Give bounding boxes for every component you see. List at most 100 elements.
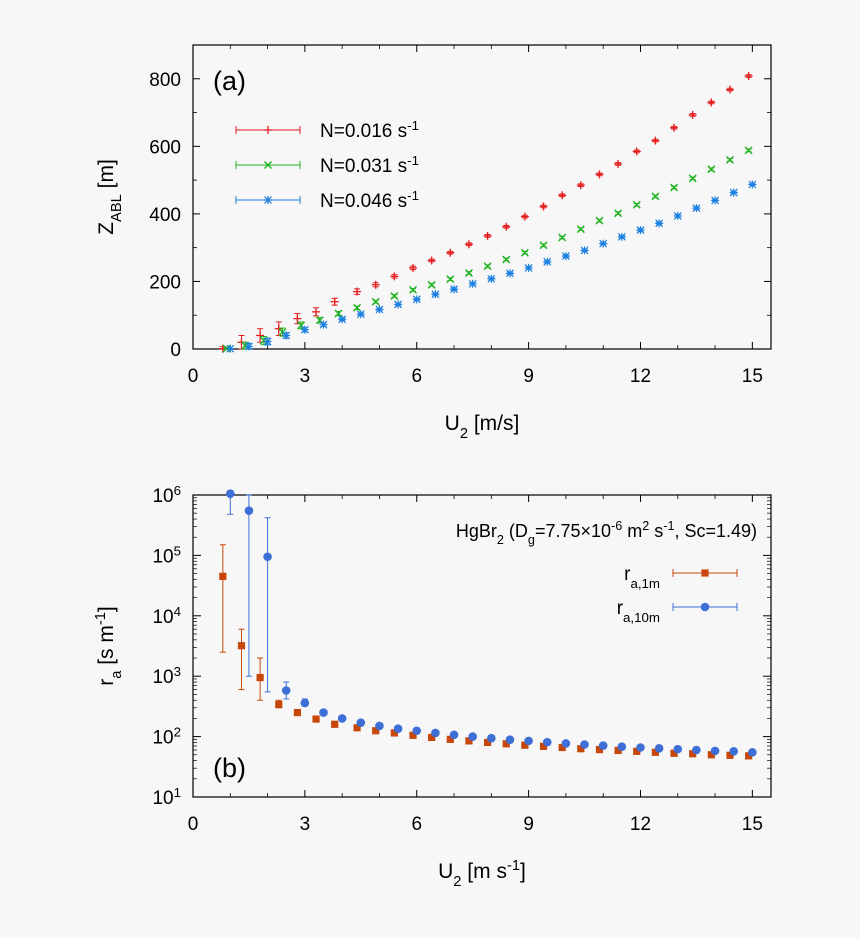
series-2	[226, 180, 757, 353]
data-point-cross	[539, 241, 548, 250]
x-axis-title-main: U	[438, 860, 453, 883]
data-point-star	[338, 315, 347, 324]
x-tick-label: 15	[742, 366, 763, 387]
y-tick-label: 800	[149, 70, 181, 91]
data-point-circle	[337, 714, 347, 723]
x-tick-label-text: 15	[742, 366, 763, 387]
x-tick-label-text: 3	[300, 814, 311, 835]
x-tick-label-text: 6	[411, 366, 422, 387]
data-point-cross	[632, 200, 641, 209]
y-tick-label: 103	[152, 664, 181, 689]
x-tick-label-text: 9	[523, 814, 534, 835]
data-point-square	[521, 741, 529, 749]
series-1	[225, 489, 757, 757]
data-point-cross	[520, 248, 529, 257]
data-point-circle	[375, 721, 384, 731]
y-tick-base: 10	[152, 788, 173, 809]
data-point-square	[539, 742, 548, 750]
data-point-star	[431, 290, 440, 299]
data-point-star	[748, 180, 757, 189]
data-point-cross	[334, 309, 343, 318]
y-tick-base: 10	[152, 667, 173, 688]
y-axis-title-unit: [m]	[95, 159, 118, 194]
panel-label: (a)	[213, 66, 246, 96]
x-tick-label: 6	[411, 814, 422, 835]
x-tick-label: 0	[188, 814, 199, 835]
legend-label: ra,10m	[617, 598, 660, 625]
y-tick-label: 104	[152, 603, 181, 628]
data-point-square	[595, 745, 604, 754]
data-point-square	[577, 745, 585, 753]
y-axis-title-sub: a	[109, 670, 125, 679]
legend-label-main: N=0.016 s	[320, 121, 407, 142]
data-point-cross	[483, 262, 492, 271]
x-tick-label: 12	[630, 366, 651, 387]
data-point-star	[244, 342, 253, 351]
legend-entry: N=0.016 s-1	[235, 118, 419, 143]
y-tick-label: 400	[149, 205, 181, 226]
y-tick-base: 10	[152, 486, 173, 507]
x-tick-label: 9	[523, 814, 534, 835]
data-point-square	[275, 700, 283, 709]
data-point-circle	[356, 718, 366, 727]
series-0	[218, 72, 753, 353]
legend-label-main: r	[617, 598, 624, 619]
data-point-square	[446, 735, 454, 743]
data-point-circle	[225, 489, 235, 499]
data-point-star	[580, 246, 589, 255]
data-point-square	[256, 673, 264, 682]
y-tick-label-text: 600	[149, 137, 181, 158]
x-axis-title-unit: [m s	[461, 860, 507, 883]
y-tick-base: 10	[152, 728, 173, 749]
data-point-square	[558, 743, 566, 752]
data-point-circle	[449, 730, 459, 740]
legend-label-sup: -1	[407, 153, 419, 168]
annotation-part: HgBr	[456, 521, 497, 541]
data-point-star	[636, 226, 645, 235]
data-point-circle	[636, 743, 645, 752]
data-point-star	[375, 305, 384, 314]
data-point-circle	[700, 602, 710, 612]
x-tick-label-text: 0	[188, 366, 199, 387]
data-point-circle	[505, 735, 515, 744]
y-tick-label: 600	[149, 137, 181, 158]
data-point-cross	[707, 165, 716, 174]
data-point-square	[465, 737, 473, 745]
x-axis-title-unit-end: ]	[520, 860, 526, 883]
data-point-circle	[542, 737, 552, 747]
y-tick-exponent: 5	[174, 543, 181, 558]
y-tick-exponent: 6	[174, 483, 181, 498]
x-axis-title-sub: 2	[460, 426, 468, 442]
annotation-sub: 2	[497, 533, 504, 547]
data-point-cross	[651, 192, 660, 201]
legend-label-sub: a,1m	[630, 576, 660, 591]
legend-label-main: r	[624, 564, 631, 585]
series-0	[219, 544, 753, 760]
series-1	[222, 146, 753, 353]
y-tick-exponent: 3	[174, 664, 181, 679]
data-point-cross	[427, 280, 436, 289]
data-point-star	[282, 331, 291, 340]
data-point-cross	[390, 291, 399, 300]
y-tick-label: 200	[149, 272, 181, 293]
data-point-cross	[614, 209, 623, 218]
x-tick-label-text: 9	[523, 366, 534, 387]
data-point-circle	[617, 742, 627, 752]
legend-label-main: N=0.046 s	[320, 191, 407, 212]
data-point-cross	[725, 155, 734, 164]
legend-label: N=0.016 s-1	[320, 118, 419, 143]
legend-label-main: N=0.031 s	[320, 156, 407, 177]
data-point-cross	[502, 255, 511, 264]
data-point-cross	[409, 285, 418, 294]
data-point-square	[483, 738, 492, 747]
data-point-star	[264, 196, 272, 204]
data-point-square	[651, 748, 659, 756]
data-point-circle	[561, 739, 571, 748]
data-point-circle	[673, 744, 683, 754]
data-point-square	[219, 572, 227, 580]
x-tick-label: 15	[742, 814, 763, 835]
data-point-star	[412, 295, 421, 304]
